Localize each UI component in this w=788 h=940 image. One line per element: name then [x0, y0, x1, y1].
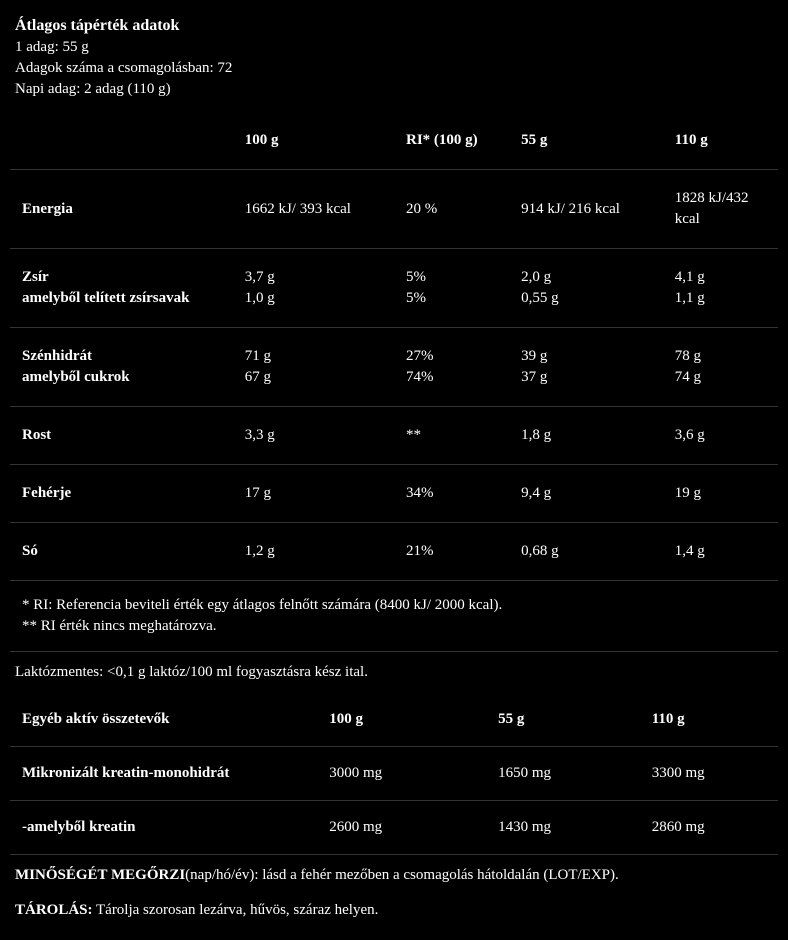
row-label: Rost [10, 407, 233, 465]
cell-110g: 78 g 74 g [663, 328, 778, 407]
col-100g: 100 g [233, 112, 394, 170]
cell-100g: 1,2 g [233, 523, 394, 581]
cell-ri: 21% [394, 523, 509, 581]
table-row: Energia1662 kJ/ 393 kcal20 %914 kJ/ 216 … [10, 170, 778, 249]
cell-100g: 3,3 g [233, 407, 394, 465]
best-before-line: MINŐSÉGÉT MEGŐRZI(nap/hó/év): lásd a feh… [10, 855, 778, 890]
footnote-ri-undef: ** RI érték nincs meghatározva. [22, 616, 766, 637]
cell-55g: 0,68 g [509, 523, 663, 581]
cell-55g: 1,8 g [509, 407, 663, 465]
col-100g: 100 g [317, 693, 486, 747]
row-label: -amelyből kreatin [10, 801, 317, 855]
cell-100g: 1662 kJ/ 393 kcal [233, 170, 394, 249]
col-ri: RI* (100 g) [394, 112, 509, 170]
col-110g: 110 g [663, 112, 778, 170]
storage-text: Tárolja szorosan lezárva, hűvös, száraz … [93, 902, 379, 918]
cell-100g: 2600 mg [317, 801, 486, 855]
cell-100g: 17 g [233, 465, 394, 523]
lactose-note: Laktózmentes: <0,1 g laktóz/100 ml fogya… [10, 652, 778, 687]
storage-label: TÁROLÁS: [15, 902, 93, 918]
header-servings-count: Adagok száma a csomagolásban: 72 [15, 58, 773, 79]
row-label: Só [10, 523, 233, 581]
cell-55g: 39 g 37 g [509, 328, 663, 407]
table-row: Rost3,3 g**1,8 g3,6 g [10, 407, 778, 465]
cell-ri: 5% 5% [394, 249, 509, 328]
table-row: -amelyből kreatin2600 mg1430 mg2860 mg [10, 801, 778, 855]
col-55g: 55 g [509, 112, 663, 170]
cell-100g: 3,7 g 1,0 g [233, 249, 394, 328]
cell-110g: 3,6 g [663, 407, 778, 465]
footnotes: * RI: Referencia beviteli érték egy átla… [10, 581, 778, 652]
best-before-text: (nap/hó/év): lásd a fehér mezőben a csom… [185, 867, 619, 883]
cell-110g: 2860 mg [640, 801, 778, 855]
table-row: Só1,2 g21%0,68 g1,4 g [10, 523, 778, 581]
cell-110g: 19 g [663, 465, 778, 523]
ingredients-table: Egyéb aktív összetevők 100 g 55 g 110 g … [10, 693, 778, 855]
cell-ri: 20 % [394, 170, 509, 249]
cell-55g: 1430 mg [486, 801, 640, 855]
row-label: Szénhidrát amelyből cukrok [10, 328, 233, 407]
cell-110g: 1828 kJ/432 kcal [663, 170, 778, 249]
nutrition-header: Átlagos tápérték adatok 1 adag: 55 g Ada… [10, 15, 778, 108]
cell-110g: 1,4 g [663, 523, 778, 581]
cell-ri: ** [394, 407, 509, 465]
table-header-row: 100 g RI* (100 g) 55 g 110 g [10, 112, 778, 170]
header-title: Átlagos tápérték adatok [15, 15, 773, 37]
cell-55g: 914 kJ/ 216 kcal [509, 170, 663, 249]
row-label: Mikronizált kreatin-monohidrát [10, 747, 317, 801]
col-110g: 110 g [640, 693, 778, 747]
cell-55g: 2,0 g 0,55 g [509, 249, 663, 328]
cell-55g: 9,4 g [509, 465, 663, 523]
cell-110g: 3300 mg [640, 747, 778, 801]
col-55g: 55 g [486, 693, 640, 747]
cell-ri: 27% 74% [394, 328, 509, 407]
header-daily: Napi adag: 2 adag (110 g) [15, 79, 773, 100]
col-blank [10, 112, 233, 170]
header-serving: 1 adag: 55 g [15, 37, 773, 58]
table-row: Mikronizált kreatin-monohidrát3000 mg165… [10, 747, 778, 801]
storage-line: TÁROLÁS: Tárolja szorosan lezárva, hűvös… [10, 890, 778, 925]
table-row: Szénhidrát amelyből cukrok71 g 67 g27% 7… [10, 328, 778, 407]
cell-100g: 3000 mg [317, 747, 486, 801]
row-label: Energia [10, 170, 233, 249]
table-header-row: Egyéb aktív összetevők 100 g 55 g 110 g [10, 693, 778, 747]
cell-110g: 4,1 g 1,1 g [663, 249, 778, 328]
cell-100g: 71 g 67 g [233, 328, 394, 407]
table-row: Fehérje17 g34%9,4 g19 g [10, 465, 778, 523]
table-row: Zsír amelyből telített zsírsavak3,7 g 1,… [10, 249, 778, 328]
nutrition-table: 100 g RI* (100 g) 55 g 110 g Energia1662… [10, 112, 778, 581]
col-ingredient: Egyéb aktív összetevők [10, 693, 317, 747]
row-label: Fehérje [10, 465, 233, 523]
row-label: Zsír amelyből telített zsírsavak [10, 249, 233, 328]
cell-55g: 1650 mg [486, 747, 640, 801]
best-before-label: MINŐSÉGÉT MEGŐRZI [15, 867, 185, 883]
footnote-ri: * RI: Referencia beviteli érték egy átla… [22, 595, 766, 616]
cell-ri: 34% [394, 465, 509, 523]
